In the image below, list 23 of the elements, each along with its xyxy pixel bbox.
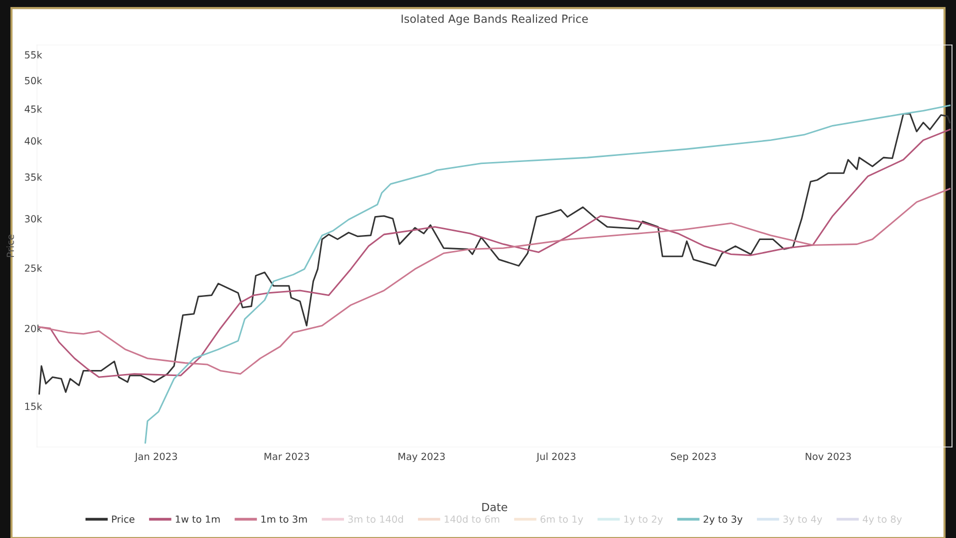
y-tick-label: 45k bbox=[24, 105, 42, 113]
y-tick-label: 50k bbox=[24, 76, 42, 84]
y-tick-label: 40k bbox=[24, 137, 42, 145]
y-tick-label: 25k bbox=[24, 264, 42, 272]
x-tick-label: Sep 2023 bbox=[670, 452, 716, 462]
x-axis-title: Date bbox=[482, 502, 508, 512]
legend-label: 2y to 3y bbox=[704, 515, 742, 525]
line-series bbox=[144, 104, 951, 444]
chart-title: Isolated Age Bands Realized Price bbox=[402, 14, 588, 26]
y-tick-label: 55k bbox=[24, 50, 42, 58]
x-tick-label: Nov 2023 bbox=[806, 452, 851, 460]
y-tick-label: 30k bbox=[24, 214, 42, 222]
y-tick-label: 15k bbox=[25, 402, 42, 410]
legend-label: 1m to 3m bbox=[261, 515, 307, 523]
y-tick-label: 35k bbox=[24, 173, 42, 181]
x-tick-label: Jan 2023 bbox=[134, 452, 177, 462]
x-tick-label: Mar 2023 bbox=[264, 452, 310, 460]
y-tick-label: 20k bbox=[24, 324, 42, 332]
x-tick-label: May 2023 bbox=[398, 452, 445, 462]
legend-label: Price bbox=[112, 515, 134, 523]
y-axis-title: Price bbox=[6, 234, 14, 257]
legend-label: 1w to 1m bbox=[176, 516, 220, 523]
x-tick-label: Jul 2023 bbox=[536, 452, 576, 462]
